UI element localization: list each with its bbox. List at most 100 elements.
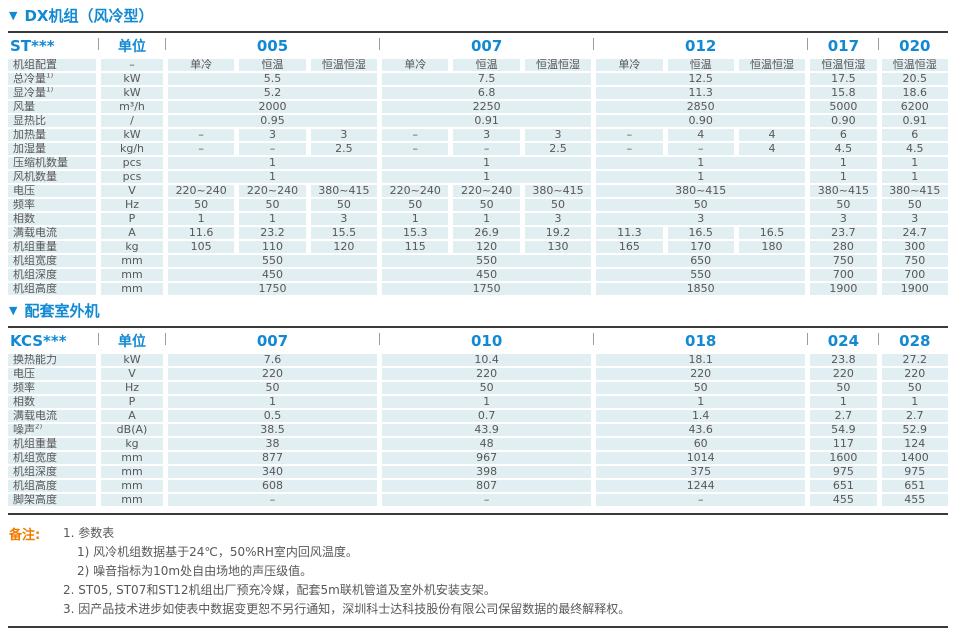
notes-label: 备注: (9, 528, 41, 543)
value-cell: – (596, 143, 663, 155)
value-cell: 15.8 (810, 87, 877, 99)
unit-cell: kW (101, 73, 163, 85)
row-label: 机组高度 (8, 480, 96, 492)
value-cell: 1 (453, 213, 520, 225)
value-cell: 1900 (881, 283, 948, 295)
value-cell: 10.4 (382, 354, 592, 366)
value-cell: 650 (596, 255, 806, 267)
table-row: 机组高度 mm 608 807 1244 651 651 (8, 480, 948, 492)
model-group-header: 012 (592, 35, 805, 57)
unit-cell: dB(A) (101, 424, 163, 436)
value-cell: – (667, 143, 734, 155)
value-cell: 单冷 (382, 59, 449, 71)
value-cell: – (168, 494, 378, 506)
value-cell: 1 (881, 171, 948, 183)
value-cell: 807 (382, 480, 592, 492)
value-cell: 2250 (382, 101, 592, 113)
unit-cell: mm (101, 269, 163, 281)
unit-cell: mm (101, 255, 163, 267)
value-cell: – (382, 494, 592, 506)
value-cell: 220 (810, 368, 877, 380)
unit-cell: m³/h (101, 101, 163, 113)
value-cell: 3 (453, 129, 520, 141)
triangle-down-icon: ▼ (9, 304, 18, 317)
row-label: 机组重量 (8, 241, 96, 253)
value-cell: 11.3 (596, 227, 663, 239)
value-cell: 380~415 (596, 185, 806, 197)
row-label: 风量 (8, 101, 96, 113)
value-cell: 1.4 (596, 410, 806, 422)
value-cell: 24.7 (881, 227, 948, 239)
value-cell: 6.8 (382, 87, 592, 99)
row-label: 换热能力 (8, 354, 96, 366)
value-cell: 2.7 (810, 410, 877, 422)
value-cell: 2850 (596, 101, 806, 113)
table-model-header: KCS*** (10, 332, 67, 350)
value-cell: 380~415 (881, 185, 948, 197)
value-cell: 1 (881, 157, 948, 169)
table-row: 显冷量1) kW 5.2 6.8 11.3 15.8 18.6 (8, 87, 948, 99)
value-cell: 651 (881, 480, 948, 492)
table-row: 机组深度 mm 340 398 375 975 975 (8, 466, 948, 478)
value-cell: 48 (382, 438, 592, 450)
value-cell: 1 (168, 213, 235, 225)
value-cell: 6200 (881, 101, 948, 113)
table-row: 满载电流 A 11.6 23.2 15.5 15.3 26.9 19.2 11.3 16.5 16.… (8, 227, 948, 239)
value-cell: 1 (382, 171, 592, 183)
value-cell: 398 (382, 466, 592, 478)
dx-units-title-bar: ▼ DX机组（风冷型） (8, 2, 948, 33)
row-label: 电压 (8, 185, 96, 197)
unit-cell: pcs (101, 157, 163, 169)
value-cell: 340 (168, 466, 378, 478)
value-cell: 恒温 (667, 59, 734, 71)
value-cell: 1 (810, 171, 877, 183)
table-row: 噪声2) dB(A) 38.5 43.9 43.6 54.9 52.9 (8, 424, 948, 436)
value-cell: 38 (168, 438, 378, 450)
note-line: 1. 参数表 (63, 526, 115, 540)
value-cell: 23.7 (810, 227, 877, 239)
model-group-header: 018 (592, 330, 805, 352)
value-cell: 50 (881, 382, 948, 394)
value-cell: 7.5 (382, 73, 592, 85)
value-cell: 550 (596, 269, 806, 281)
value-cell: – (382, 129, 449, 141)
value-cell: 18.1 (596, 354, 806, 366)
value-cell: 1900 (810, 283, 877, 295)
value-cell: 23.2 (239, 227, 306, 239)
value-cell: 550 (168, 255, 378, 267)
value-cell: 115 (382, 241, 449, 253)
model-group-header: 010 (378, 330, 591, 352)
value-cell: 220 (382, 368, 592, 380)
table-row: 满载电流 A 0.5 0.7 1.4 2.7 2.7 (8, 410, 948, 422)
row-label: 机组重量 (8, 438, 96, 450)
notes-body: 1. 参数表 1) 风冷机组数据基于24℃，50%RH室内回风温度。 2) 噪音… (63, 524, 630, 619)
table-row: 加热量 kW –3 3–3 3–4 4 6 6 (8, 129, 948, 141)
value-cell: 2.5 (310, 143, 378, 155)
triangle-down-icon: ▼ (9, 9, 18, 22)
table-row: 相数 P 1 1 1 1 1 (8, 396, 948, 408)
value-cell: 117 (810, 438, 877, 450)
unit-cell: A (101, 410, 163, 422)
value-cell: 180 (738, 241, 806, 253)
value-cell: 2000 (168, 101, 378, 113)
value-cell: 50 (168, 199, 235, 211)
value-cell: 16.5 (667, 227, 734, 239)
table-row: 换热能力 kW 7.6 10.4 18.1 23.8 27.2 (8, 354, 948, 366)
value-cell: 3 (524, 213, 592, 225)
value-cell: 608 (168, 480, 378, 492)
unit-cell: mm (101, 452, 163, 464)
value-cell: 3 (810, 213, 877, 225)
value-cell: – (453, 143, 520, 155)
unit-cell: mm (101, 494, 163, 506)
value-cell: 0.91 (881, 115, 948, 127)
unit-cell: kW (101, 354, 163, 366)
value-cell: 877 (168, 452, 378, 464)
value-cell: 0.90 (810, 115, 877, 127)
row-label: 电压 (8, 368, 96, 380)
value-cell: 50 (168, 382, 378, 394)
value-cell: 1850 (596, 283, 806, 295)
value-cell: 50 (881, 199, 948, 211)
value-cell: 124 (881, 438, 948, 450)
value-cell: 120 (310, 241, 378, 253)
